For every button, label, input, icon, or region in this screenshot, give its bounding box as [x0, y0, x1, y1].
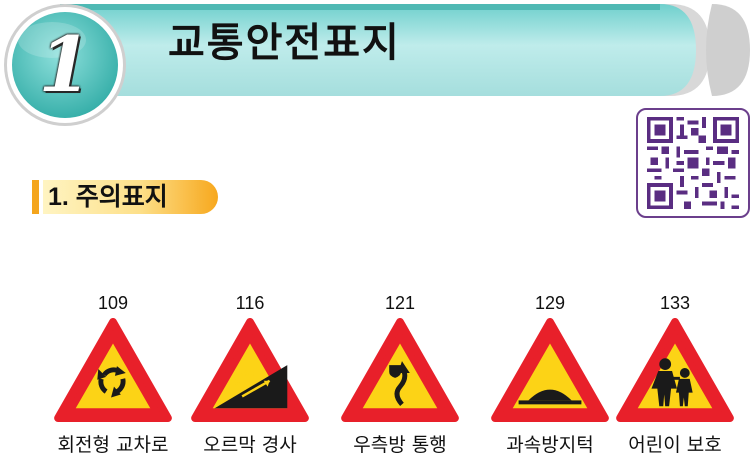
sign-label: 오르막 경사 [203, 434, 297, 456]
sign-number: 129 [534, 293, 566, 313]
section-accent-bar [32, 180, 39, 214]
sign-card-109: 109 회전형 교차로 [38, 292, 188, 457]
sign-number: 121 [384, 293, 416, 313]
speed-bump-icon [491, 318, 609, 422]
sign-card-116: 116 10% 오르막 경사 [175, 292, 325, 457]
sign-label: 과속방지턱 [506, 434, 594, 456]
qr-code-icon [647, 117, 739, 209]
keep-right-icon [341, 318, 459, 422]
section-pill [43, 180, 218, 214]
header-band [60, 4, 750, 96]
chapter-number: 1 [38, 20, 92, 109]
chapter-badge [4, 4, 126, 126]
sign-label: 우측방 통행 [353, 434, 447, 456]
uphill-slope-icon: 10% [191, 318, 309, 422]
sign-card-133: 133 어린이 보호 [600, 292, 750, 457]
children-crossing-icon [616, 318, 734, 422]
sign-number: 109 [97, 293, 129, 313]
sign-label: 어린이 보호 [628, 434, 722, 456]
sign-card-121: 121 우측방 통행 [325, 292, 475, 457]
sign-number: 133 [659, 293, 691, 313]
page-title: 교통안전표지 [168, 19, 401, 66]
roundabout-icon [54, 318, 172, 422]
section-title: 1. 주의표지 [48, 183, 168, 211]
sign-label: 회전형 교차로 [57, 434, 169, 456]
sign-card-129: 129 과속방지턱 [475, 292, 625, 457]
sign-number: 116 [235, 293, 265, 313]
section-heading: 1. 주의표지 [32, 180, 222, 214]
qr-code[interactable] [636, 108, 750, 218]
